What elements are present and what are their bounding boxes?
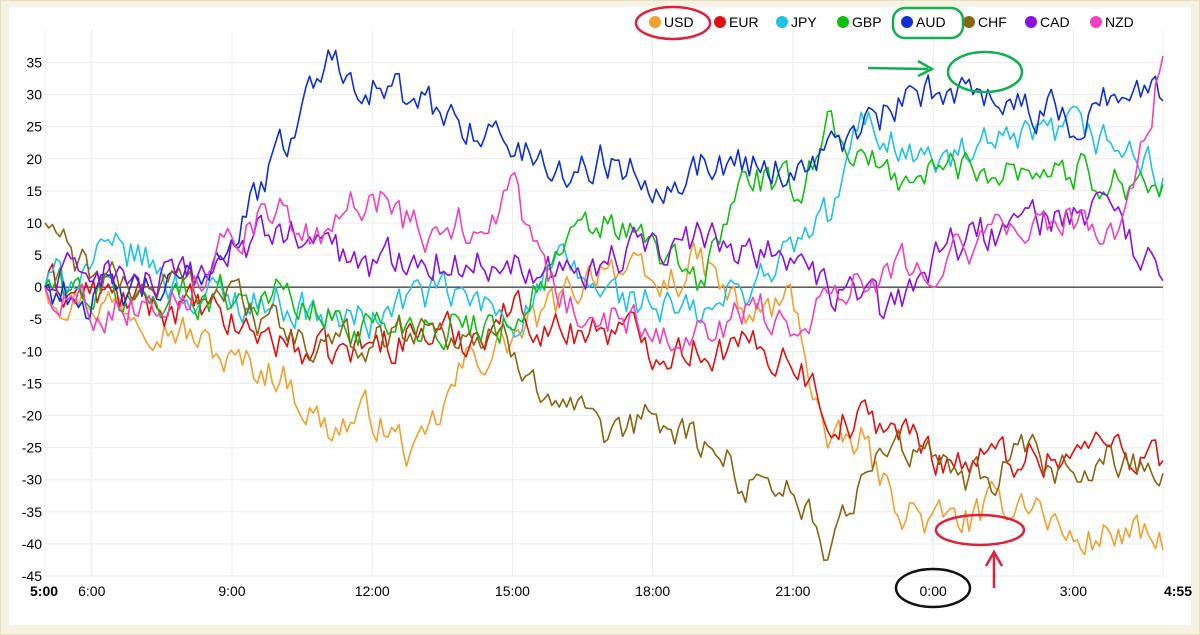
x-tick-label: 5:00 [30,583,58,599]
legend-label-nzd[interactable]: NZD [1105,14,1134,30]
series-lines [44,49,1164,562]
legend-label-usd[interactable]: USD [664,14,694,30]
green-arrow-annotation [867,59,935,78]
x-tick-label: 0:00 [920,583,947,599]
series-line-chf [44,222,1164,562]
legend-label-gbp[interactable]: GBP [852,14,882,30]
x-tick-label: 21:00 [775,583,810,599]
legend-marker-gbp [837,16,849,28]
y-tick-label: -30 [22,472,42,488]
series-line-usd [44,241,1164,556]
hand-drawn-annotations [634,5,1026,609]
aud-legend-box-annotation [891,6,965,40]
x-tick-label: 15:00 [495,583,530,599]
y-tick-label: 20 [26,151,42,167]
legend-label-aud[interactable]: AUD [916,14,946,30]
y-tick-label: -25 [22,440,42,456]
chart-panel [9,7,1191,625]
x-axis-ticks: 5:00 6:00 9:00 12:00 15:00 18:00 21:00 0:00 3:00… [30,583,1192,599]
x-tick-label: 3:00 [1060,583,1087,599]
legend: USD EUR JPY GBP AUD CHF CAD NZD [649,14,1134,30]
legend-marker-aud [901,16,913,28]
legend-marker-eur [714,16,726,28]
legend-label-eur[interactable]: EUR [729,14,759,30]
x-tick-label: 6:00 [78,583,105,599]
y-tick-label: -40 [22,536,42,552]
y-tick-label: -5 [30,311,43,327]
x-tick-label: 18:00 [635,583,670,599]
legend-label-cad[interactable]: CAD [1040,14,1070,30]
usd-legend-circle-annotation [634,5,712,41]
y-tick-label: -35 [22,504,42,520]
y-tick-label: 10 [26,215,42,231]
legend-marker-nzd [1090,16,1102,28]
y-tick-label: -20 [22,408,42,424]
legend-marker-cad [1025,16,1037,28]
legend-marker-chf [963,16,975,28]
y-tick-label: 35 [26,54,42,70]
midnight-circle-annotation [894,567,972,609]
y-tick-label: 5 [34,247,42,263]
y-tick-label: 0 [34,279,42,295]
legend-marker-jpy [776,16,788,28]
aud-peak-circle-annotation [946,50,1024,94]
legend-label-chf[interactable]: CHF [978,14,1007,30]
x-tick-label: 9:00 [218,583,245,599]
series-line-nzd [44,55,1164,352]
y-tick-label: -15 [22,375,42,391]
usd-low-circle-annotation [934,513,1026,547]
y-tick-label: 30 [26,87,42,103]
series-line-eur [44,263,1164,479]
series-line-gbp [44,110,1164,351]
red-arrow-annotation [984,549,1004,588]
x-tick-label: 12:00 [355,583,390,599]
series-line-cad [44,191,1164,320]
y-tick-label: -10 [22,343,42,359]
series-line-jpy [44,105,1164,339]
y-tick-label: 25 [26,119,42,135]
x-tick-label: 4:55 [1164,583,1192,599]
y-tick-label: -45 [22,568,42,584]
legend-marker-usd [649,16,661,28]
y-axis-ticks: 35 30 25 20 15 10 5 0 -5 -10 -15 -20 -25 -30 -35 -40 -45 [22,54,42,584]
legend-label-jpy[interactable]: JPY [791,14,817,30]
y-tick-label: 15 [26,183,42,199]
